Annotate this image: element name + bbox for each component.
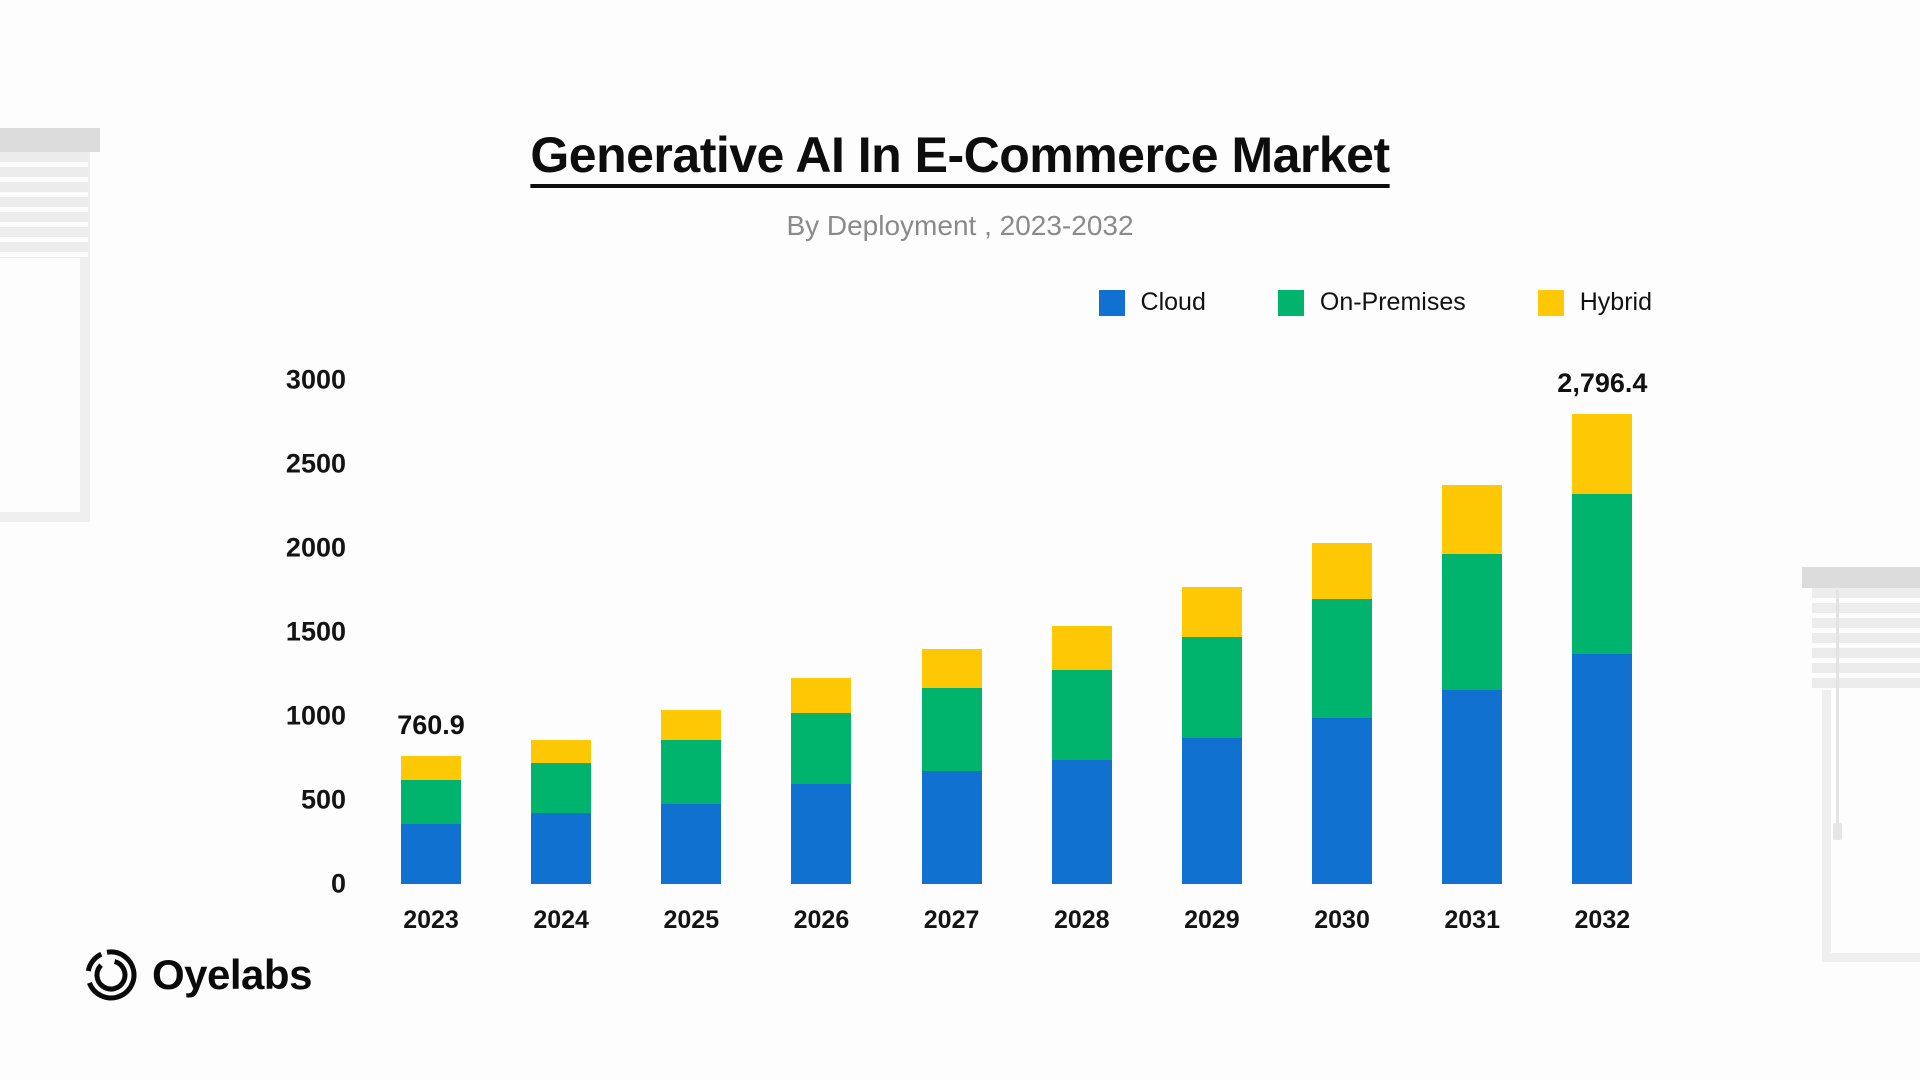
chart-subtitle: By Deployment , 2023-2032 xyxy=(786,210,1134,241)
y-axis-tick-label: 1000 xyxy=(285,700,346,731)
bar-segment-hybrid-2032 xyxy=(1572,414,1633,495)
bar-segment-cloud-2025 xyxy=(661,803,722,884)
bar-segment-on-premises-2023 xyxy=(401,780,461,825)
bar-segment-hybrid-2023 xyxy=(401,756,461,781)
bar-segment-cloud-2023 xyxy=(401,824,461,884)
bar-segment-cloud-2030 xyxy=(1312,718,1373,884)
x-axis-label-2031: 2031 xyxy=(1444,906,1500,934)
bar-segment-on-premises-2026 xyxy=(791,712,852,785)
bar-segment-on-premises-2024 xyxy=(531,762,592,814)
window-blind-slats xyxy=(0,152,88,258)
legend-swatch xyxy=(1277,289,1304,316)
x-axis-label-2023: 2023 xyxy=(403,906,459,934)
bar-segment-cloud-2032 xyxy=(1572,654,1633,884)
legend-item-cloud: Cloud xyxy=(1098,288,1206,317)
bar-segment-hybrid-2026 xyxy=(791,677,852,713)
legend-swatch xyxy=(1098,289,1125,316)
legend-item-hybrid: Hybrid xyxy=(1537,288,1652,317)
oyelabs-logo: Oyelabs xyxy=(84,948,312,1002)
x-axis-label-2026: 2026 xyxy=(793,906,850,934)
bar-segment-hybrid-2031 xyxy=(1442,485,1503,555)
bar-segment-on-premises-2027 xyxy=(921,688,982,771)
window-blind-pull xyxy=(1833,823,1842,840)
y-axis-tick-label: 1500 xyxy=(285,616,346,647)
x-axis-label-2028: 2028 xyxy=(1053,906,1110,934)
y-axis-tick-label: 2500 xyxy=(285,448,346,479)
x-axis-label-2030: 2030 xyxy=(1314,906,1370,934)
bar-segment-cloud-2031 xyxy=(1442,690,1503,884)
bar-segment-cloud-2029 xyxy=(1181,738,1242,884)
bar-total-label-2032: 2,796.4 xyxy=(1557,368,1648,399)
bar-segment-on-premises-2032 xyxy=(1572,494,1633,655)
x-axis-label-2025: 2025 xyxy=(663,906,720,934)
bar-segment-hybrid-2024 xyxy=(531,739,592,763)
bar-segment-hybrid-2030 xyxy=(1312,542,1373,599)
bar-segment-cloud-2027 xyxy=(921,770,982,884)
bar-segment-cloud-2026 xyxy=(791,784,852,884)
y-axis-tick-label: 500 xyxy=(300,784,346,815)
legend-label: Hybrid xyxy=(1579,288,1652,316)
y-axis-tick-label: 3000 xyxy=(285,364,346,395)
bar-segment-cloud-2028 xyxy=(1051,759,1112,884)
bar-segment-on-premises-2028 xyxy=(1051,669,1112,760)
bar-segment-on-premises-2030 xyxy=(1312,598,1373,718)
legend-label: Cloud xyxy=(1140,288,1206,316)
y-axis-tick-label: 0 xyxy=(330,868,346,899)
oyelabs-logo-text: Oyelabs xyxy=(152,951,312,998)
oyelabs-logo-icon xyxy=(85,949,137,1001)
x-axis-label-2032: 2032 xyxy=(1574,906,1631,934)
chart-title-text: Generative AI In E-Commerce Market xyxy=(530,127,1390,183)
x-axis-label-2027: 2027 xyxy=(923,906,980,934)
chart-title: Generative AI In E-Commerce Market xyxy=(0,126,1920,184)
y-axis-tick-label: 2000 xyxy=(285,532,346,563)
bar-segment-on-premises-2029 xyxy=(1181,636,1242,738)
legend-item-on-premises: On-Premises xyxy=(1277,288,1466,317)
window-blind-header xyxy=(0,128,100,152)
chart-legend: Cloud On-Premises Hybrid xyxy=(1098,288,1652,317)
bar-segment-hybrid-2029 xyxy=(1181,587,1242,637)
bar-segment-cloud-2024 xyxy=(531,813,592,884)
legend-swatch xyxy=(1537,289,1564,316)
bar-segment-on-premises-2025 xyxy=(661,739,722,804)
bar-segment-hybrid-2025 xyxy=(661,709,722,740)
window-blind-slats xyxy=(1812,588,1920,690)
window-blind-cord xyxy=(1836,590,1839,825)
bar-segment-on-premises-2031 xyxy=(1442,554,1503,691)
bar-total-label-2023: 760.9 xyxy=(397,710,465,741)
x-axis-label-2024: 2024 xyxy=(533,906,589,934)
window-blind-header xyxy=(1802,567,1920,588)
legend-label: On-Premises xyxy=(1319,288,1466,316)
bar-segment-hybrid-2027 xyxy=(921,649,982,689)
bar-segment-hybrid-2028 xyxy=(1051,625,1112,670)
x-axis-label-2029: 2029 xyxy=(1184,906,1240,934)
